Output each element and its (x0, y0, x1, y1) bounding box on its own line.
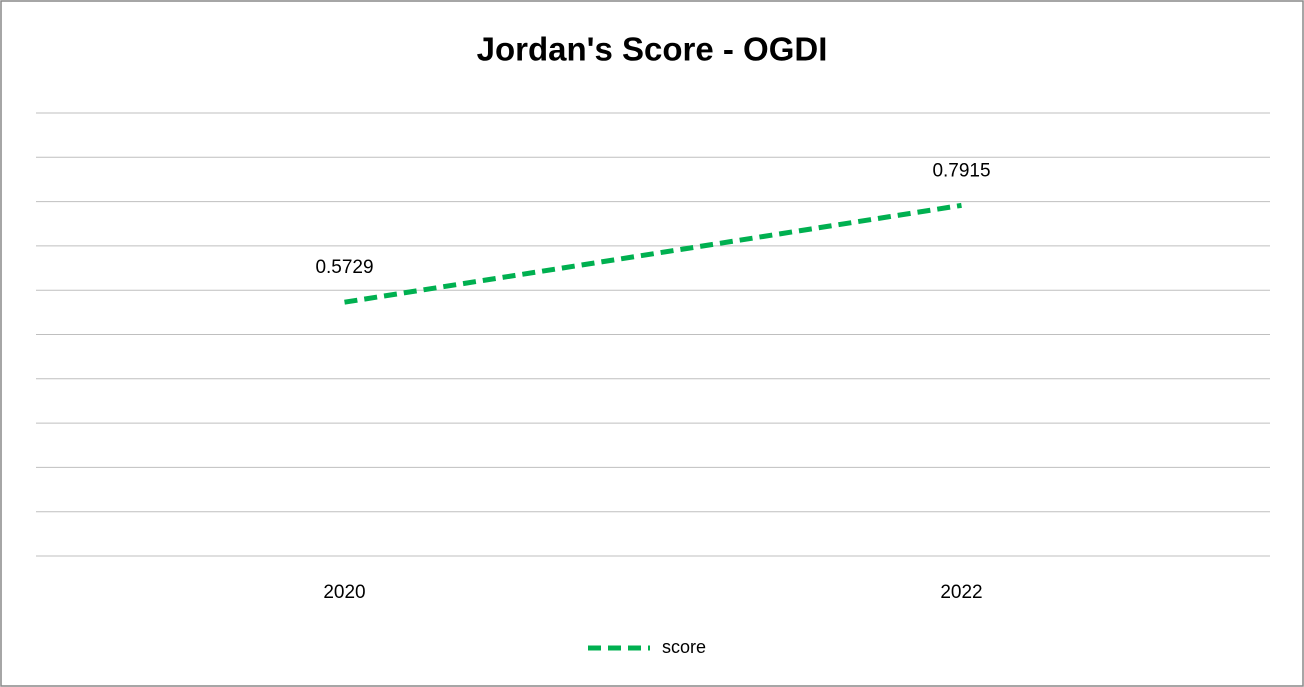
x-tick-label: 2022 (940, 582, 982, 603)
legend-label: score (662, 637, 706, 657)
data-label: 0.5729 (315, 257, 373, 278)
x-tick-label: 2020 (323, 582, 365, 603)
chart-title: Jordan's Score - OGDI (477, 31, 828, 68)
line-series (344, 202, 962, 305)
data-label: 0.7915 (932, 160, 990, 181)
